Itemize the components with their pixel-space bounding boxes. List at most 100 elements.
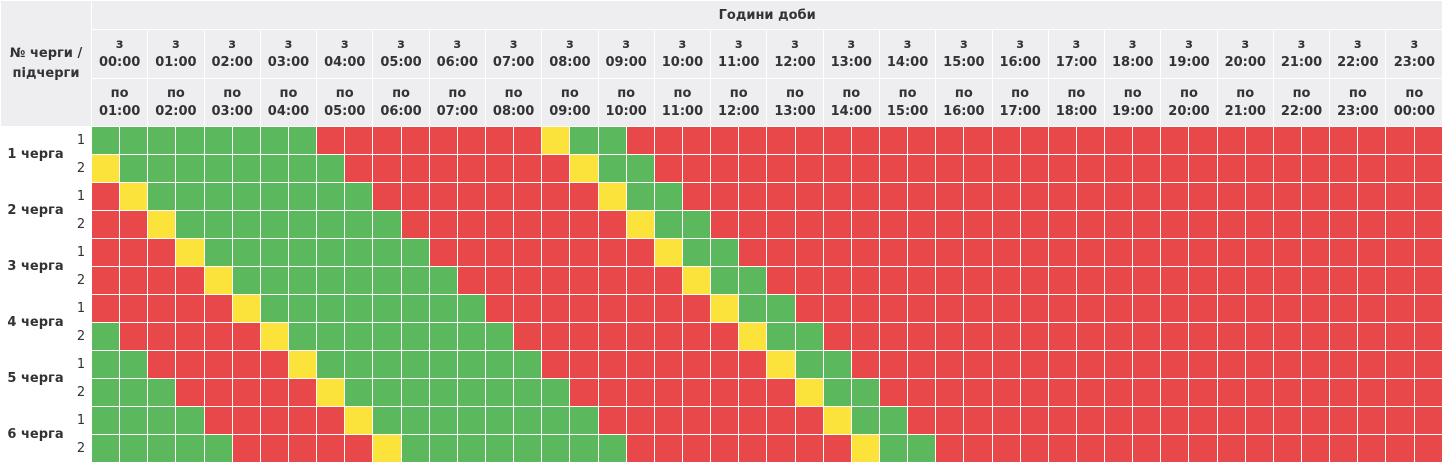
slot-on: [681, 238, 712, 267]
to-prefix: по: [110, 85, 129, 101]
slot-off: [513, 294, 543, 323]
slot-off: [1272, 294, 1303, 323]
slot-off: [935, 182, 965, 211]
slot-off: [1244, 126, 1274, 155]
slot-off: [794, 154, 824, 183]
slot-off: [822, 294, 852, 323]
slot-off: [794, 210, 824, 239]
slot-on: [316, 238, 346, 267]
hour-from-value: 01:00: [155, 55, 197, 70]
slot-off: [1104, 378, 1134, 407]
slot-on: [428, 294, 458, 323]
to-prefix: по: [1180, 85, 1198, 101]
hour-from-value: 19:00: [1168, 55, 1210, 70]
hour-to-header: по 19:00: [1104, 78, 1162, 127]
slot-off: [963, 434, 993, 463]
slot-off: [1104, 182, 1134, 211]
slot-off: [1329, 210, 1359, 239]
slot-off: [1329, 154, 1359, 183]
slot-off: [1216, 294, 1246, 323]
slot-on: [428, 350, 458, 379]
from-prefix: з: [509, 37, 518, 52]
hour-to-value: 16:00: [943, 103, 985, 119]
slot-off: [850, 154, 880, 183]
subqueue-number: 1: [70, 406, 92, 435]
slot-off: [907, 238, 937, 267]
hour-to-header: по 09:00: [541, 78, 599, 127]
slot-on: [653, 182, 683, 211]
slot-on: [287, 210, 318, 239]
slot-on: [147, 406, 177, 435]
slot-off: [1132, 238, 1162, 267]
slot-on: [597, 434, 627, 463]
slot-off: [907, 182, 937, 211]
slot-off: [147, 238, 177, 267]
from-prefix: з: [1016, 37, 1024, 52]
slot-on: [400, 266, 430, 295]
slot-off: [1385, 406, 1415, 435]
slot-off: [1413, 322, 1442, 351]
hour-from-header: з 13:00: [822, 29, 880, 79]
slot-off: [1413, 350, 1442, 379]
slot-off: [203, 294, 233, 323]
slot-off: [991, 266, 1021, 295]
hour-from-value: 02:00: [211, 55, 253, 70]
slot-off: [991, 182, 1021, 211]
slot-on: [428, 378, 458, 407]
slot-off: [1160, 238, 1190, 267]
hour-to-value: 12:00: [718, 103, 760, 119]
from-prefix: з: [1128, 37, 1137, 52]
slot-off: [1132, 154, 1162, 183]
slot-off: [878, 378, 909, 407]
slot-off: [907, 378, 937, 407]
slot-off: [1216, 406, 1246, 435]
slot-off: [147, 350, 177, 379]
slot-off: [1244, 434, 1274, 463]
slot-off: [344, 154, 374, 183]
slot-off: [766, 210, 796, 239]
slot-off: [513, 210, 543, 239]
slot-off: [625, 406, 655, 435]
slot-off: [1413, 182, 1442, 211]
slot-off: [119, 322, 149, 351]
slot-on: [794, 350, 824, 379]
hour-from-header: з 14:00: [878, 29, 937, 79]
slot-off: [259, 406, 289, 435]
slot-off: [991, 378, 1021, 407]
slot-off: [1075, 182, 1106, 211]
slot-off: [794, 182, 824, 211]
slot-off: [1019, 350, 1049, 379]
hour-to-value: 04:00: [267, 103, 310, 119]
slot-on: [259, 266, 289, 295]
slot-off: [1413, 378, 1442, 407]
slot-on: [175, 434, 205, 463]
slot-off: [1188, 126, 1218, 155]
hour-from-header: з 20:00: [1216, 29, 1274, 79]
slot-off: [963, 182, 993, 211]
slot-off: [1244, 266, 1274, 295]
slot-on: [372, 322, 402, 351]
slot-off: [1385, 182, 1415, 211]
slot-on: [90, 434, 121, 463]
slot-off: [1244, 322, 1274, 351]
slot-off: [1047, 210, 1077, 239]
slot-on: [569, 406, 599, 435]
slot-off: [316, 406, 346, 435]
slot-off: [1019, 210, 1049, 239]
slot-maybe: [259, 322, 289, 351]
slot-off: [119, 294, 149, 323]
slot-off: [850, 350, 880, 379]
slot-off: [1188, 294, 1218, 323]
subqueue-number: 2: [70, 210, 92, 239]
slot-on: [766, 294, 796, 323]
slot-off: [1047, 182, 1077, 211]
slot-on: [710, 266, 740, 295]
slot-off: [1357, 210, 1387, 239]
slot-off: [1019, 238, 1049, 267]
slot-on: [287, 266, 318, 295]
slot-off: [850, 210, 880, 239]
slot-off: [794, 126, 824, 155]
slot-on: [231, 154, 261, 183]
slot-off: [991, 238, 1021, 267]
slot-on: [316, 350, 346, 379]
